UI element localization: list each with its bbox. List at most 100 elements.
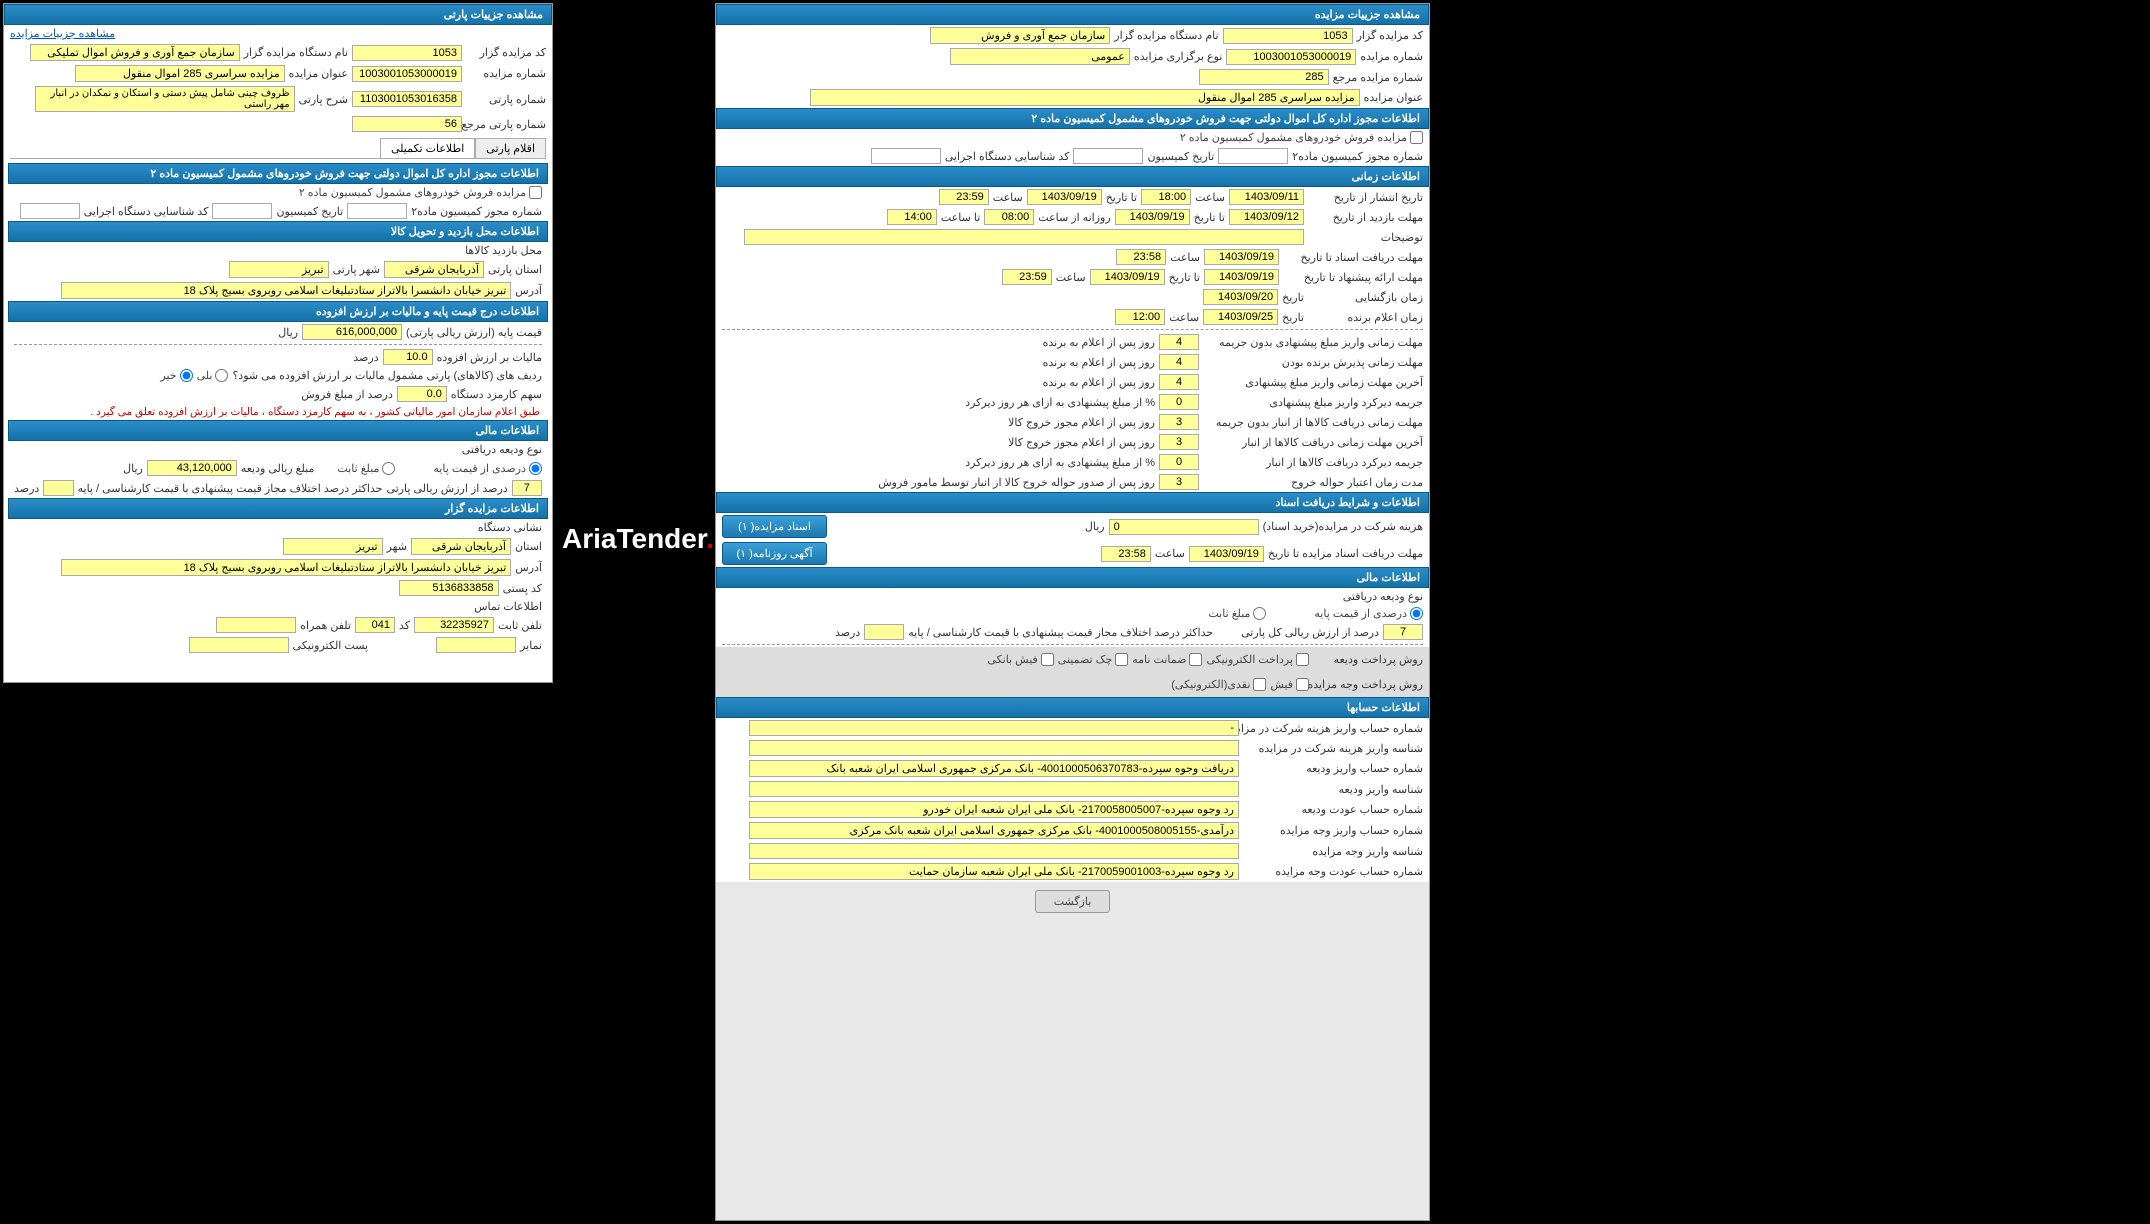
lbl-d3: آخرین مهلت زمانی واریز مبلغ پیشنهادی (1203, 376, 1423, 389)
lbl-epay: پرداخت الکترونیکی (1206, 653, 1293, 666)
lbl-fee: هزینه شرکت در مزایده(خرید اسناد) (1263, 520, 1423, 533)
val-commission-date (1073, 148, 1143, 164)
val-l-city: تبریز (229, 261, 329, 278)
lbl-l-desc: شرح پارتی (299, 93, 348, 106)
hdr-l-org-info: اطلاعات مزایده گزار (8, 498, 548, 519)
lbl-a5: شماره حساب عودت ودیعه (1243, 803, 1423, 816)
lbl-radio-fixed: مبلغ ثابت (1208, 607, 1250, 620)
lbl-auction-no: شماره مزایده (1360, 50, 1423, 63)
hdr-party: مشاهده جزییات پارتی (4, 4, 552, 25)
val-daily-to: 14:00 (887, 209, 937, 225)
lbl-max-diff: حداکثر درصد اختلاف مجاز قیمت پیشنهادی با… (908, 626, 1213, 639)
val-percent: 7 (1383, 624, 1423, 640)
lbl-auction-code: کد مزایده گزار (1357, 29, 1423, 42)
val-l-dep-amt: 43,120,000 (147, 460, 237, 476)
val-l-org: سازمان جمع آوری و فروش اموال تملیکی (30, 44, 240, 61)
val-offer-to-t: 23:59 (1002, 269, 1052, 285)
tab-extra[interactable]: اطلاعات تکمیلی (380, 138, 475, 158)
val-publish-from-d: 1403/09/11 (1229, 189, 1304, 205)
lbl-commission-chk: مزایده فروش خودروهای مشمول کمیسیون ماده … (1180, 131, 1407, 144)
lbl-l-deposit: نوع ودیعه دریافتی (462, 443, 542, 456)
lbl-l-chk: مزایده فروش خودروهای مشمول کمیسیون ماده … (299, 186, 526, 199)
val-l-permit (347, 203, 407, 219)
lbl-l-base: قیمت پایه (ارزش ریالی پارتی) (406, 326, 542, 339)
val-visit-from-d: 1403/09/12 (1229, 209, 1304, 225)
val-l-g-city: تبریز (283, 538, 383, 555)
val-a5: رد وجوه سپرده-2170058005007- بانک ملی ای… (749, 801, 1239, 818)
val-doc-deadline2-d: 1403/09/19 (1189, 546, 1264, 562)
chk-slip2[interactable] (1296, 678, 1309, 691)
link-auction-detail[interactable]: مشاهده جزییات مزایده (10, 28, 115, 40)
lbl-l-mobile: تلفن همراه (300, 619, 351, 632)
hdr-l-commission: اطلاعات مجوز اداره کل اموال دولتی جهت فر… (8, 163, 548, 184)
val-winner-d: 1403/09/25 (1203, 309, 1278, 325)
val-l-mobile (216, 617, 296, 633)
u-l-dep-amt: ریال (123, 462, 143, 475)
lbl-exec-code: کد شناسایی دستگاه اجرایی (945, 150, 1070, 163)
val-d1: 4 (1159, 334, 1199, 350)
lbl-l-no: شماره مزایده (466, 67, 546, 80)
lbl-a8: شماره حساب عودت وجه مزایده (1243, 865, 1423, 878)
val-l-desc: ظروف چینی شامل پیش دستی و استکان و نمکدا… (35, 86, 295, 112)
chk-commission[interactable] (1410, 131, 1423, 144)
lbl-a6: شماره حساب واریز وجه مزایده (1243, 824, 1423, 837)
lbl-d8: مدت زمان اعتبار حواله خروج (1203, 476, 1423, 489)
val-l-commission-pct: 0.0 (397, 386, 447, 402)
lbl-l-g-addr: آدرس (515, 561, 542, 574)
btn-newspaper-ad[interactable]: آگهی روزنامه( ۱) (722, 542, 827, 565)
val-d4: 0 (1159, 394, 1199, 410)
u-d6: روز پس از اعلام مجوز خروج کالا (1008, 436, 1155, 449)
radio-no[interactable] (180, 369, 193, 382)
lbl-l-vat-q: ردیف های (کالاهای) پارتی مشمول مالیات بر… (232, 369, 542, 382)
val-publish-from-t: 18:00 (1141, 189, 1191, 205)
chk-cash[interactable] (1253, 678, 1266, 691)
lbl-d7: جریمه دیرکرد دریافت کالاها از انبار (1203, 456, 1423, 469)
lbl-l-g-prov: استان (515, 540, 542, 553)
val-d3: 4 (1159, 374, 1199, 390)
val-doc-deadline2-t: 23:58 (1101, 546, 1151, 562)
val-d2: 4 (1159, 354, 1199, 370)
radio-l-fixed[interactable] (382, 462, 395, 475)
lbl-slip2: فیش (1270, 678, 1293, 691)
chk-guarantee[interactable] (1189, 653, 1202, 666)
btn-auction-docs[interactable]: اسناد مزایده( ۱) (722, 515, 827, 538)
radio-fixed[interactable] (1253, 607, 1266, 620)
lbl-l-contact: اطلاعات تماس (474, 600, 542, 613)
lbl-pay-method2: روش پرداخت وجه مزایده (1313, 678, 1423, 691)
u-d4: % از مبلغ پیشنهادی به ازای هر روز دیرکرد (965, 396, 1155, 409)
lbl-l-pct: درصد از ارزش ریالی پارتی (386, 482, 507, 495)
u-d1: روز پس از اعلام به برنده (1043, 336, 1155, 349)
radio-l-percent[interactable] (529, 462, 542, 475)
lbl-winner-time: زمان اعلام برنده (1308, 311, 1423, 324)
val-docs-deadline-d: 1403/09/19 (1204, 249, 1279, 265)
val-auction-title: مزایده سراسری 285 اموال منقول (810, 89, 1360, 106)
val-l-diff (43, 480, 73, 496)
lbl-d5: مهلت زمانی دریافت کالاها از انبار بدون ج… (1203, 416, 1423, 429)
lbl-l-tel: تلفن ثابت (498, 619, 542, 632)
chk-slip[interactable] (1041, 653, 1054, 666)
lbl-l-vat: مالیات بر ارزش افزوده (437, 351, 542, 364)
chk-epay[interactable] (1296, 653, 1309, 666)
val-auction-no: 1003001053000019 (1226, 49, 1356, 65)
lbl-l-code: کد (399, 619, 410, 632)
radio-yes[interactable] (215, 369, 228, 382)
lbl-yes: بلی (197, 369, 213, 382)
u-d8: روز پس از صدور حواله خروج کالا از انبار … (878, 476, 1155, 489)
val-l-no: 1003001053000019 (352, 66, 462, 82)
lbl-l-percent-r: درصدی از قیمت پایه (433, 462, 526, 475)
lbl-l-fax: نمابر (520, 639, 542, 652)
tab-items[interactable]: اقلام پارتی (475, 138, 546, 158)
lbl-ref-no: شماره مزایده مرجع (1333, 71, 1423, 84)
lbl-l-diff: حداکثر درصد اختلاف مجاز قیمت پیشنهادی با… (78, 482, 383, 495)
chk-l-commission[interactable] (529, 186, 542, 199)
lbl-l-dep-amt: مبلغ ریالی ودیعه (241, 462, 315, 475)
val-l-ref: 56 (352, 116, 462, 132)
btn-back[interactable]: بازگشت (1035, 890, 1111, 913)
val-l-addr: تبریز خیابان دانشسرا بالاتراز ستادتبلیغا… (61, 282, 511, 299)
val-org-name: سازمان جمع آوری و فروش (930, 27, 1110, 44)
lbl-hf2: ساعت (1155, 547, 1185, 560)
radio-percent[interactable] (1410, 607, 1423, 620)
chk-check[interactable] (1115, 653, 1128, 666)
lbl-slip: فیش بانکی (987, 653, 1037, 666)
hdr-commission: اطلاعات مجوز اداره کل اموال دولتی جهت فر… (716, 108, 1429, 129)
